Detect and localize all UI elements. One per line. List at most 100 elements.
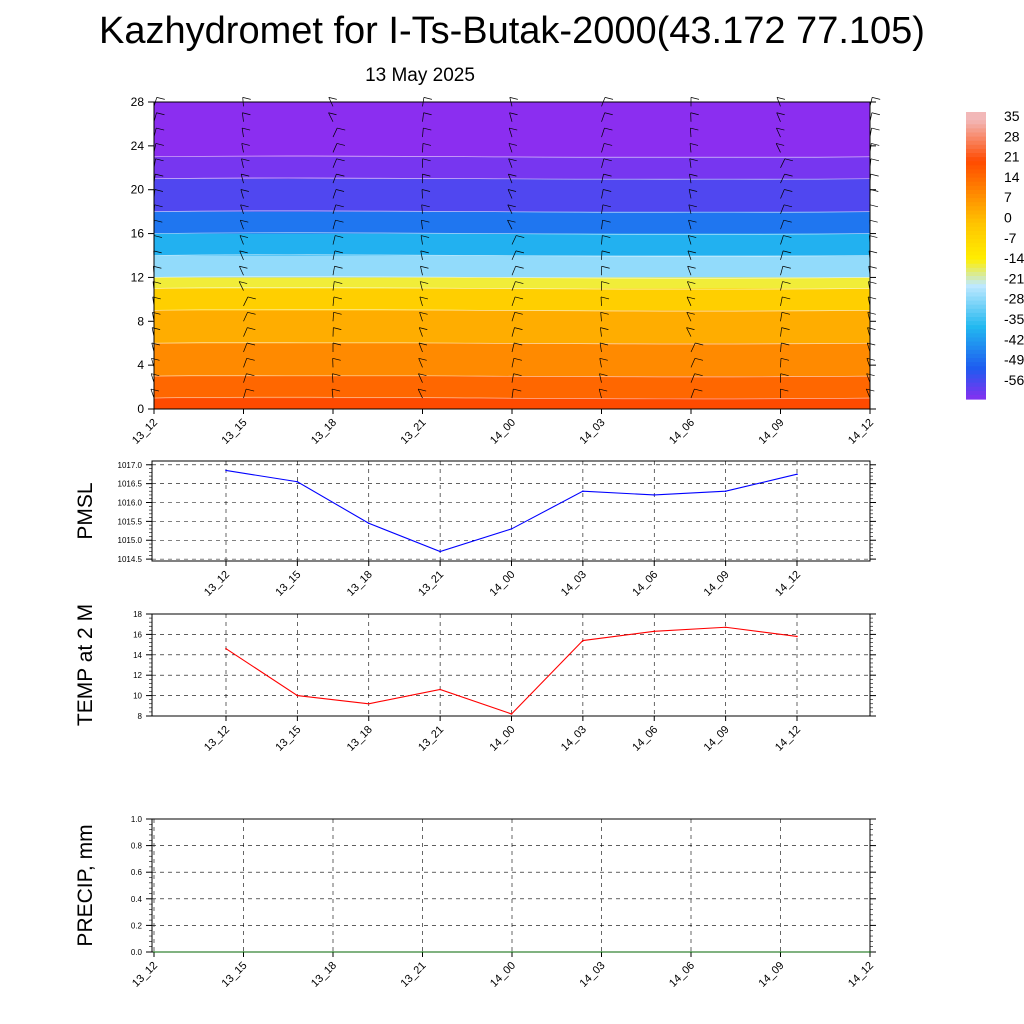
wind-barb-flag	[780, 373, 789, 377]
wind-barb	[332, 250, 336, 260]
pmsl-point	[653, 494, 656, 496]
wind-barb	[239, 220, 244, 230]
wind-barb	[331, 388, 334, 399]
wind-barb	[599, 358, 602, 368]
x-tick-label: 14_06	[667, 960, 697, 990]
colorbar-segment	[966, 157, 986, 162]
wind-barb-flag	[686, 296, 696, 300]
wind-barb	[776, 112, 781, 122]
wind-barb	[599, 342, 602, 353]
wind-barb-flag	[871, 112, 880, 116]
colorbar-label: -35	[1004, 311, 1024, 327]
colorbar-segment	[966, 370, 986, 375]
wind-barb	[241, 143, 244, 153]
wind-barb-flag	[156, 127, 165, 131]
colorbar-segment	[966, 280, 986, 285]
wind-barb	[507, 204, 513, 214]
wind-barb	[689, 143, 692, 153]
wind-barb-flag	[783, 204, 793, 208]
wind-barb	[328, 112, 334, 122]
wind-barb-flag	[240, 189, 249, 192]
y-tick-label: 0.0	[131, 948, 143, 957]
colorbar-segment	[966, 255, 986, 261]
wind-barb-flag	[418, 388, 427, 392]
colorbar-segment	[966, 173, 986, 179]
colorbar-segment	[966, 304, 986, 310]
wind-barb-flag	[689, 189, 698, 192]
wind-barb-flag	[333, 311, 342, 315]
x-tick-label: 13_18	[345, 724, 375, 754]
contour-line	[153, 342, 871, 345]
wind-barb	[780, 158, 786, 168]
wind-barb-flag	[866, 373, 875, 377]
wind-barb-flag	[246, 357, 255, 361]
wind-barb-flag	[337, 127, 346, 131]
wind-barb-flag	[151, 373, 160, 377]
wind-barb-flag	[869, 235, 878, 238]
wind-barb	[686, 312, 692, 322]
y-tick-label: 20	[131, 183, 145, 197]
precip-point	[242, 951, 245, 953]
x-tick-label: 14_06	[630, 724, 660, 754]
temp-frame	[151, 613, 871, 717]
colorbar-segment	[966, 321, 986, 326]
pmsl-point	[367, 522, 370, 525]
colorbar-segment	[966, 349, 986, 355]
wind-barb-flag	[421, 235, 430, 238]
wind-barb-flag	[419, 327, 428, 330]
wind-barb	[866, 358, 871, 368]
wind-barb-flag	[507, 189, 517, 192]
x-tick-label: 13_21	[399, 960, 429, 990]
colorbar-segment	[966, 177, 986, 183]
colorbar-segment	[966, 267, 986, 273]
wind-barb-flag	[780, 357, 790, 361]
wind-barb	[332, 235, 336, 245]
wind-barb-flag	[509, 112, 518, 116]
wind-barb-flag	[686, 311, 695, 315]
wind-barb	[418, 327, 423, 337]
wind-barb	[688, 204, 692, 214]
pmsl-point	[724, 490, 727, 492]
wind-barb	[511, 312, 516, 322]
wind-barb	[780, 235, 784, 245]
wind-barb	[332, 189, 337, 199]
wind-barb	[332, 174, 337, 184]
wind-barb-flag	[241, 158, 250, 162]
heatmap-band	[154, 376, 870, 399]
x-tick-label: 13_15	[273, 569, 303, 599]
wind-barb	[422, 128, 424, 138]
pmsl-point	[439, 550, 441, 553]
temp-point	[510, 713, 513, 715]
wind-barb-flag	[153, 265, 162, 269]
wind-barb-flag	[242, 127, 251, 131]
wind-barb	[508, 158, 513, 168]
wind-barb	[690, 373, 695, 383]
y-tick-label: 16	[133, 630, 142, 639]
wind-barb	[780, 312, 783, 322]
colorbar-segment	[966, 394, 986, 400]
wind-barb-flag	[870, 158, 880, 162]
wind-barb	[242, 112, 244, 122]
wind-barb-flag	[688, 204, 697, 208]
wind-barb-flag	[421, 219, 430, 223]
wind-barb-flag	[604, 97, 614, 100]
x-tick-label: 14_09	[702, 724, 732, 754]
colorbar-segment	[966, 288, 986, 293]
temp-point	[296, 694, 299, 697]
wind-barb	[509, 112, 513, 122]
x-tick-label: 14_06	[667, 417, 697, 447]
wind-barb-flag	[514, 327, 523, 330]
wind-barb-flag	[869, 204, 879, 208]
wind-barb-flag	[336, 158, 345, 162]
wind-barb	[780, 173, 785, 184]
wind-barb-flag	[420, 265, 429, 269]
wind-barb-flag	[242, 112, 251, 116]
colorbar-segment	[966, 124, 986, 129]
wind-barb	[421, 220, 423, 230]
x-tick-label: 14_06	[630, 569, 660, 599]
chart-title: Kazhydromet for I-Ts-Butak-2000(43.172 7…	[99, 10, 925, 52]
wind-barb	[601, 235, 603, 245]
wind-barb-flag	[335, 219, 344, 223]
colorbar-segment	[966, 140, 986, 146]
